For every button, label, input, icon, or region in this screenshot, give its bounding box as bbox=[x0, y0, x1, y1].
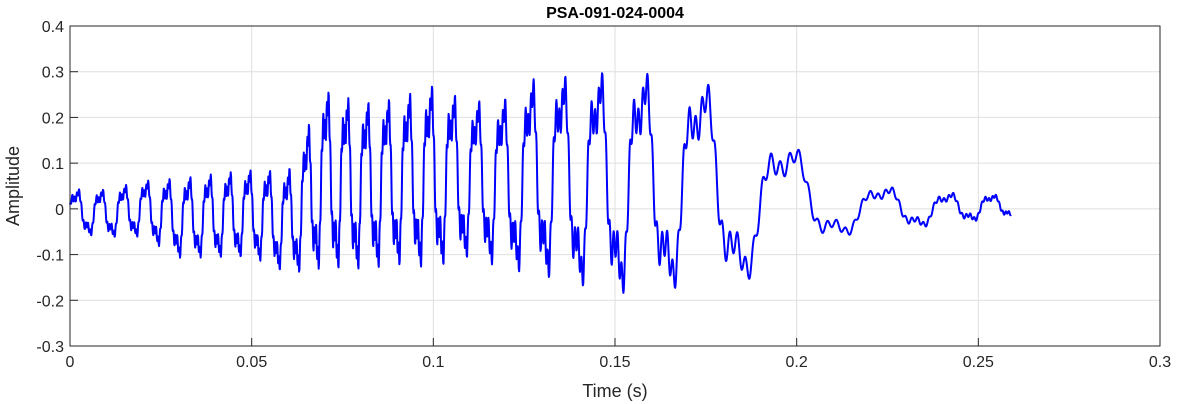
y-tick-label: -0.1 bbox=[36, 248, 64, 265]
x-tick-label: 0.05 bbox=[236, 354, 267, 371]
y-tick-label: 0.1 bbox=[42, 156, 64, 173]
x-tick-label: 0.25 bbox=[963, 354, 994, 371]
y-tick-label: 0.2 bbox=[42, 110, 64, 127]
y-tick-label: -0.2 bbox=[36, 293, 64, 310]
y-tick-label: 0 bbox=[55, 202, 64, 219]
x-tick-label: 0.15 bbox=[599, 354, 630, 371]
y-tick-label: 0.4 bbox=[42, 19, 64, 36]
x-tick-label: 0.1 bbox=[422, 354, 444, 371]
x-axis-label: Time (s) bbox=[582, 381, 647, 401]
chart-title: PSA-091-024-0004 bbox=[546, 5, 684, 22]
x-tick-label: 0 bbox=[66, 354, 75, 371]
x-tick-labels: 0 0.05 0.1 0.15 0.2 0.25 0.3 bbox=[66, 354, 1172, 371]
series-group bbox=[69, 72, 1012, 294]
x-tick-label: 0.2 bbox=[786, 354, 808, 371]
x-tick-label: 0.3 bbox=[1149, 354, 1171, 371]
waveform-line bbox=[69, 72, 1012, 294]
plot-frame bbox=[69, 25, 1161, 347]
y-tick-label: -0.3 bbox=[36, 339, 64, 356]
y-tick-label: 0.3 bbox=[42, 65, 64, 82]
y-axis-label: Amplitude bbox=[3, 146, 23, 226]
y-tick-labels: -0.3 -0.2 -0.1 0 0.1 0.2 0.3 0.4 bbox=[36, 19, 64, 356]
